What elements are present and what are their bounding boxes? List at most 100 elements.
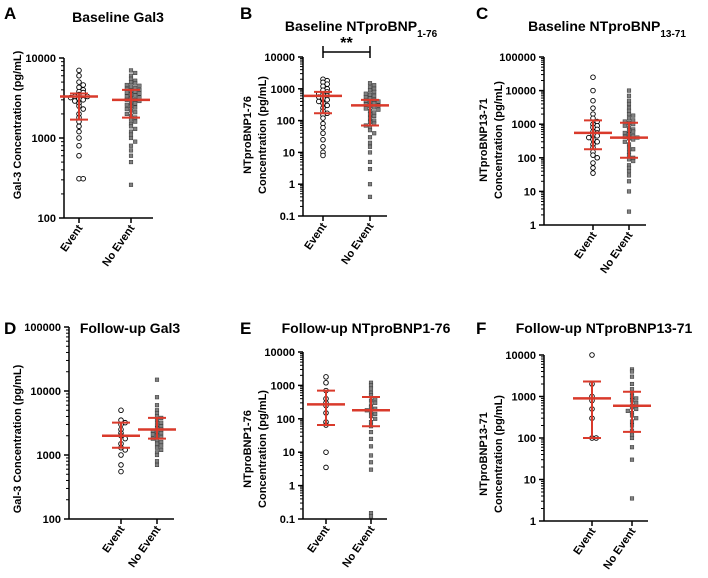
- data-point-no-event: [154, 452, 160, 458]
- data-point-no-event: [368, 436, 374, 441]
- chart-panel-b: B Baseline NTproBNP1-76 NTproBNP1-76 Con…: [240, 4, 438, 267]
- data-point-no-event: [133, 101, 138, 106]
- y-axis-label: NTproBNP1-76: [242, 96, 254, 174]
- y-tick-label: 100: [518, 153, 536, 165]
- data-point-event: [118, 452, 124, 458]
- data-point-no-event: [367, 135, 373, 140]
- y-tick-label: 1000: [512, 119, 536, 131]
- data-point-no-event: [629, 435, 635, 441]
- data-point-event: [594, 133, 600, 139]
- data-point-no-event: [367, 159, 373, 165]
- chart-title: Baseline Gal3: [72, 9, 164, 25]
- data-point-no-event: [367, 92, 373, 97]
- data-point-no-event: [128, 135, 134, 141]
- data-point-no-event: [634, 416, 639, 421]
- data-point-no-event: [159, 431, 164, 436]
- y-tick-label: 1000: [32, 133, 56, 145]
- data-point-no-event: [373, 411, 378, 416]
- data-point-event: [590, 152, 596, 158]
- data-point-no-event: [631, 118, 636, 123]
- plot-area: 1 10 100 1000 10000 Event No Event: [505, 350, 651, 572]
- data-point-event: [76, 72, 82, 79]
- y-tick-label: 100: [277, 116, 295, 128]
- data-point-event: [590, 165, 596, 171]
- data-point-event: [118, 462, 124, 468]
- y-tick-label: 1: [530, 516, 536, 528]
- panel-letter: D: [4, 319, 16, 338]
- data-point-event: [76, 128, 82, 135]
- x-tick-label: Event: [305, 524, 332, 556]
- data-point-no-event: [133, 81, 138, 86]
- data-point-event: [590, 160, 596, 166]
- data-point-no-event: [367, 88, 373, 93]
- panel-letter: A: [4, 4, 16, 23]
- data-point-event: [320, 124, 326, 131]
- data-point-no-event: [133, 70, 138, 76]
- data-point-no-event: [159, 443, 164, 448]
- y-axis-label: Gal-3 Concentration (pg/mL): [12, 50, 24, 199]
- data-point-no-event: [626, 189, 632, 194]
- data-point-no-event: [367, 128, 373, 133]
- data-point-no-event: [128, 148, 134, 153]
- data-point-event: [320, 130, 326, 137]
- data-point-no-event: [368, 460, 374, 465]
- data-point-no-event: [133, 126, 138, 131]
- data-point-no-event: [367, 182, 373, 187]
- y-axis-label-units: Concentration (pg/mL): [257, 390, 269, 508]
- data-point-no-event: [363, 95, 368, 100]
- x-tick-label: Event: [572, 230, 599, 262]
- data-point-no-event: [128, 76, 134, 81]
- data-point-event: [594, 139, 600, 145]
- data-point-no-event: [626, 173, 632, 178]
- y-tick-label: 10: [524, 186, 536, 198]
- y-tick-label: 10: [524, 475, 536, 487]
- data-point-no-event: [124, 90, 129, 95]
- data-point-no-event: [367, 194, 373, 199]
- data-point-no-event: [137, 91, 142, 96]
- data-point-no-event: [372, 83, 377, 88]
- data-point-no-event: [154, 459, 160, 464]
- data-point-event: [323, 449, 329, 455]
- data-point-no-event: [626, 93, 632, 98]
- data-point-no-event: [137, 83, 142, 88]
- data-point-event: [320, 136, 326, 143]
- data-point-event: [320, 115, 326, 121]
- y-tick-label: 10000: [505, 86, 536, 98]
- data-point-no-event: [154, 377, 160, 382]
- data-point-no-event: [154, 395, 160, 400]
- data-point-no-event: [128, 160, 134, 165]
- y-tick-label: 100000: [24, 322, 61, 334]
- y-tick-label: 10000: [264, 52, 295, 64]
- data-point-event: [118, 468, 124, 475]
- data-point-no-event: [631, 113, 636, 118]
- data-point-no-event: [629, 457, 635, 462]
- y-tick-label: 100: [277, 414, 295, 426]
- panel-letter: E: [240, 319, 251, 338]
- data-point-no-event: [626, 116, 632, 121]
- data-point-no-event: [625, 408, 630, 413]
- data-point-no-event: [631, 147, 636, 152]
- chart-title: Baseline NTproBNP1-76: [285, 18, 438, 40]
- y-tick-label: 0.1: [280, 514, 295, 526]
- y-tick-label: 10: [283, 447, 295, 459]
- data-point-no-event: [128, 80, 134, 85]
- y-tick-label: 1: [530, 220, 536, 232]
- chart-panel-f: F Follow-up NTproBNP13-71 NTproBNP13-71 …: [476, 319, 692, 572]
- data-point-no-event: [634, 400, 639, 405]
- x-tick-label: Event: [100, 524, 127, 556]
- x-tick-label: No Event: [598, 230, 635, 276]
- data-point-no-event: [124, 102, 129, 107]
- data-point-no-event: [376, 107, 381, 112]
- data-point-event: [320, 152, 326, 159]
- panel-letter: B: [240, 4, 252, 23]
- chart-title: Follow-up Gal3: [80, 320, 181, 336]
- data-point-no-event: [159, 420, 164, 425]
- chart-panel-a: A Baseline Gal3 Gal-3 Concentration (pg/…: [4, 4, 164, 269]
- data-point-no-event: [631, 129, 636, 134]
- x-tick-label: No Event: [339, 221, 376, 267]
- data-point-no-event: [626, 169, 632, 174]
- data-point-no-event: [154, 441, 160, 446]
- data-point-no-event: [626, 101, 632, 107]
